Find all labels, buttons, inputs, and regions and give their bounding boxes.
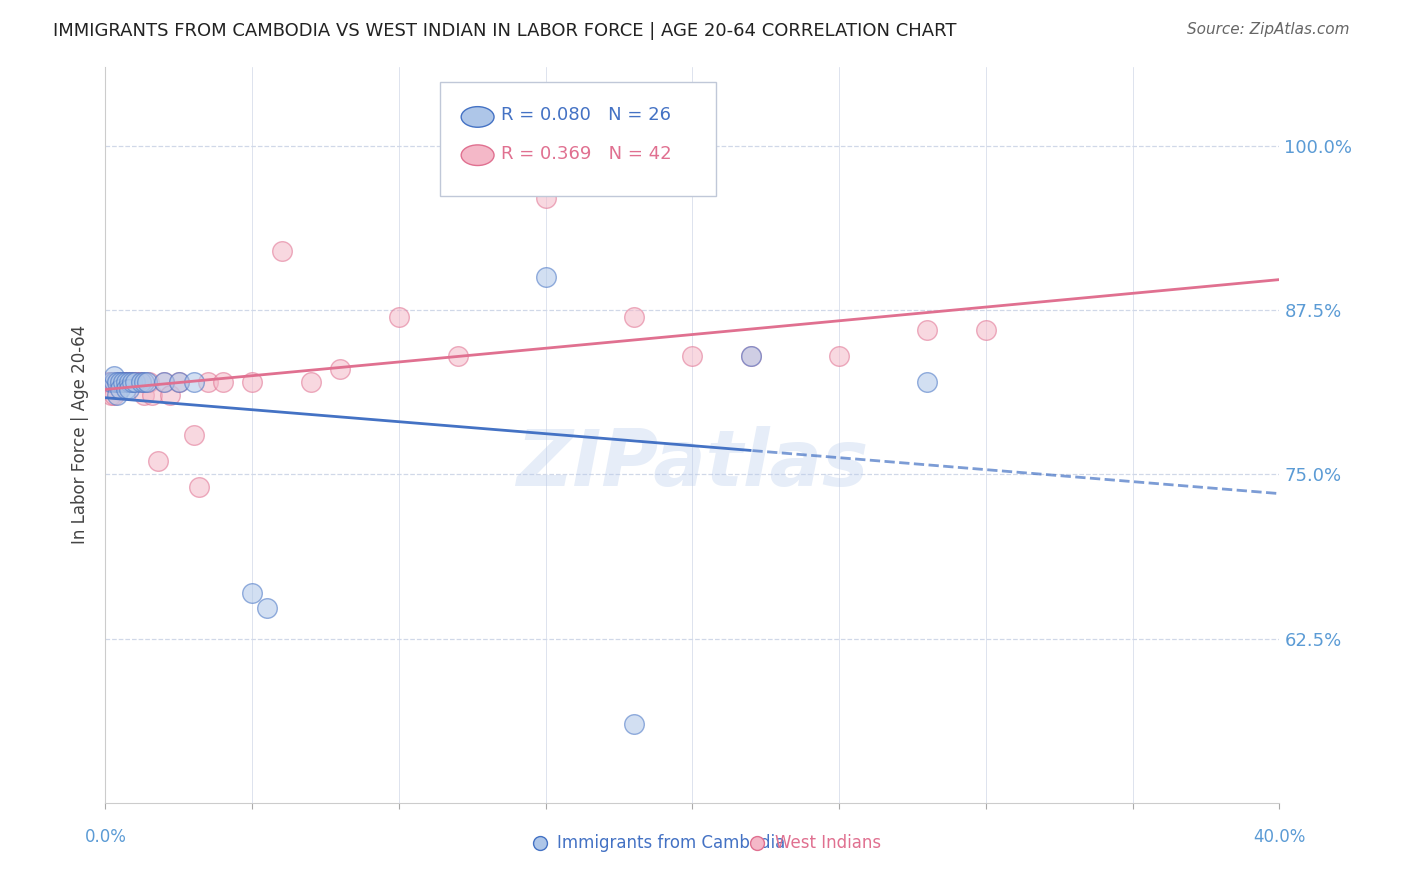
Point	[108, 376, 131, 390]
Point	[105, 376, 128, 390]
Point	[118, 376, 141, 390]
Text: ZIPatlas: ZIPatlas	[516, 426, 869, 502]
Point	[103, 368, 125, 383]
Point	[917, 376, 939, 390]
Point	[828, 349, 851, 363]
Point	[115, 376, 138, 390]
Point	[534, 191, 557, 205]
Point	[121, 376, 143, 390]
Point	[112, 376, 135, 390]
Text: West Indians: West Indians	[775, 834, 880, 852]
Text: 40.0%: 40.0%	[1253, 828, 1306, 846]
Point	[108, 376, 131, 390]
Point	[132, 388, 155, 402]
Point	[100, 388, 122, 402]
Text: 0.0%: 0.0%	[84, 828, 127, 846]
Point	[115, 382, 138, 396]
Point	[135, 376, 157, 390]
Point	[115, 376, 138, 390]
Point	[118, 382, 141, 396]
Point	[103, 376, 125, 390]
Circle shape	[461, 107, 494, 128]
Point	[299, 376, 322, 390]
Point	[118, 376, 141, 390]
Point	[740, 349, 762, 363]
Point	[211, 376, 233, 390]
Point	[974, 323, 997, 337]
Point	[124, 376, 146, 390]
Point	[108, 376, 131, 390]
Point	[112, 376, 135, 390]
Point	[534, 270, 557, 285]
FancyBboxPatch shape	[440, 81, 716, 195]
Point	[97, 376, 120, 390]
Point	[240, 376, 263, 390]
Point	[270, 244, 292, 258]
Point	[159, 388, 181, 402]
Point	[148, 454, 170, 468]
Point	[153, 376, 176, 390]
Point	[132, 376, 155, 390]
Y-axis label: In Labor Force | Age 20-64: In Labor Force | Age 20-64	[72, 326, 90, 544]
Point	[329, 362, 352, 376]
Point	[167, 376, 190, 390]
Point	[121, 376, 143, 390]
Point	[103, 388, 125, 402]
Point	[105, 376, 128, 390]
Point	[153, 376, 176, 390]
Text: IMMIGRANTS FROM CAMBODIA VS WEST INDIAN IN LABOR FORCE | AGE 20-64 CORRELATION C: IMMIGRANTS FROM CAMBODIA VS WEST INDIAN …	[53, 22, 957, 40]
Text: Source: ZipAtlas.com: Source: ZipAtlas.com	[1187, 22, 1350, 37]
Circle shape	[461, 145, 494, 166]
Point	[105, 388, 128, 402]
Point	[240, 585, 263, 599]
Point	[103, 376, 125, 390]
Point	[138, 376, 160, 390]
Point	[682, 349, 704, 363]
Point	[124, 376, 146, 390]
Text: R = 0.369   N = 42: R = 0.369 N = 42	[501, 145, 672, 162]
Point	[623, 310, 645, 324]
Point	[100, 376, 122, 390]
Point	[447, 349, 470, 363]
Point	[623, 717, 645, 731]
Point	[183, 428, 205, 442]
Point	[112, 376, 135, 390]
Point	[167, 376, 190, 390]
Point	[183, 376, 205, 390]
Point	[740, 349, 762, 363]
Point	[188, 480, 211, 494]
Point	[388, 310, 411, 324]
Point	[129, 376, 152, 390]
Point	[256, 601, 278, 615]
Point	[108, 382, 131, 396]
Point	[127, 376, 149, 390]
Point	[141, 388, 163, 402]
Point	[100, 376, 122, 390]
Point	[105, 376, 128, 390]
Point	[197, 376, 219, 390]
Text: R = 0.080   N = 26: R = 0.080 N = 26	[501, 106, 671, 125]
Point	[129, 376, 152, 390]
Text: Immigrants from Cambodia: Immigrants from Cambodia	[557, 834, 786, 852]
Point	[917, 323, 939, 337]
Point	[115, 376, 138, 390]
